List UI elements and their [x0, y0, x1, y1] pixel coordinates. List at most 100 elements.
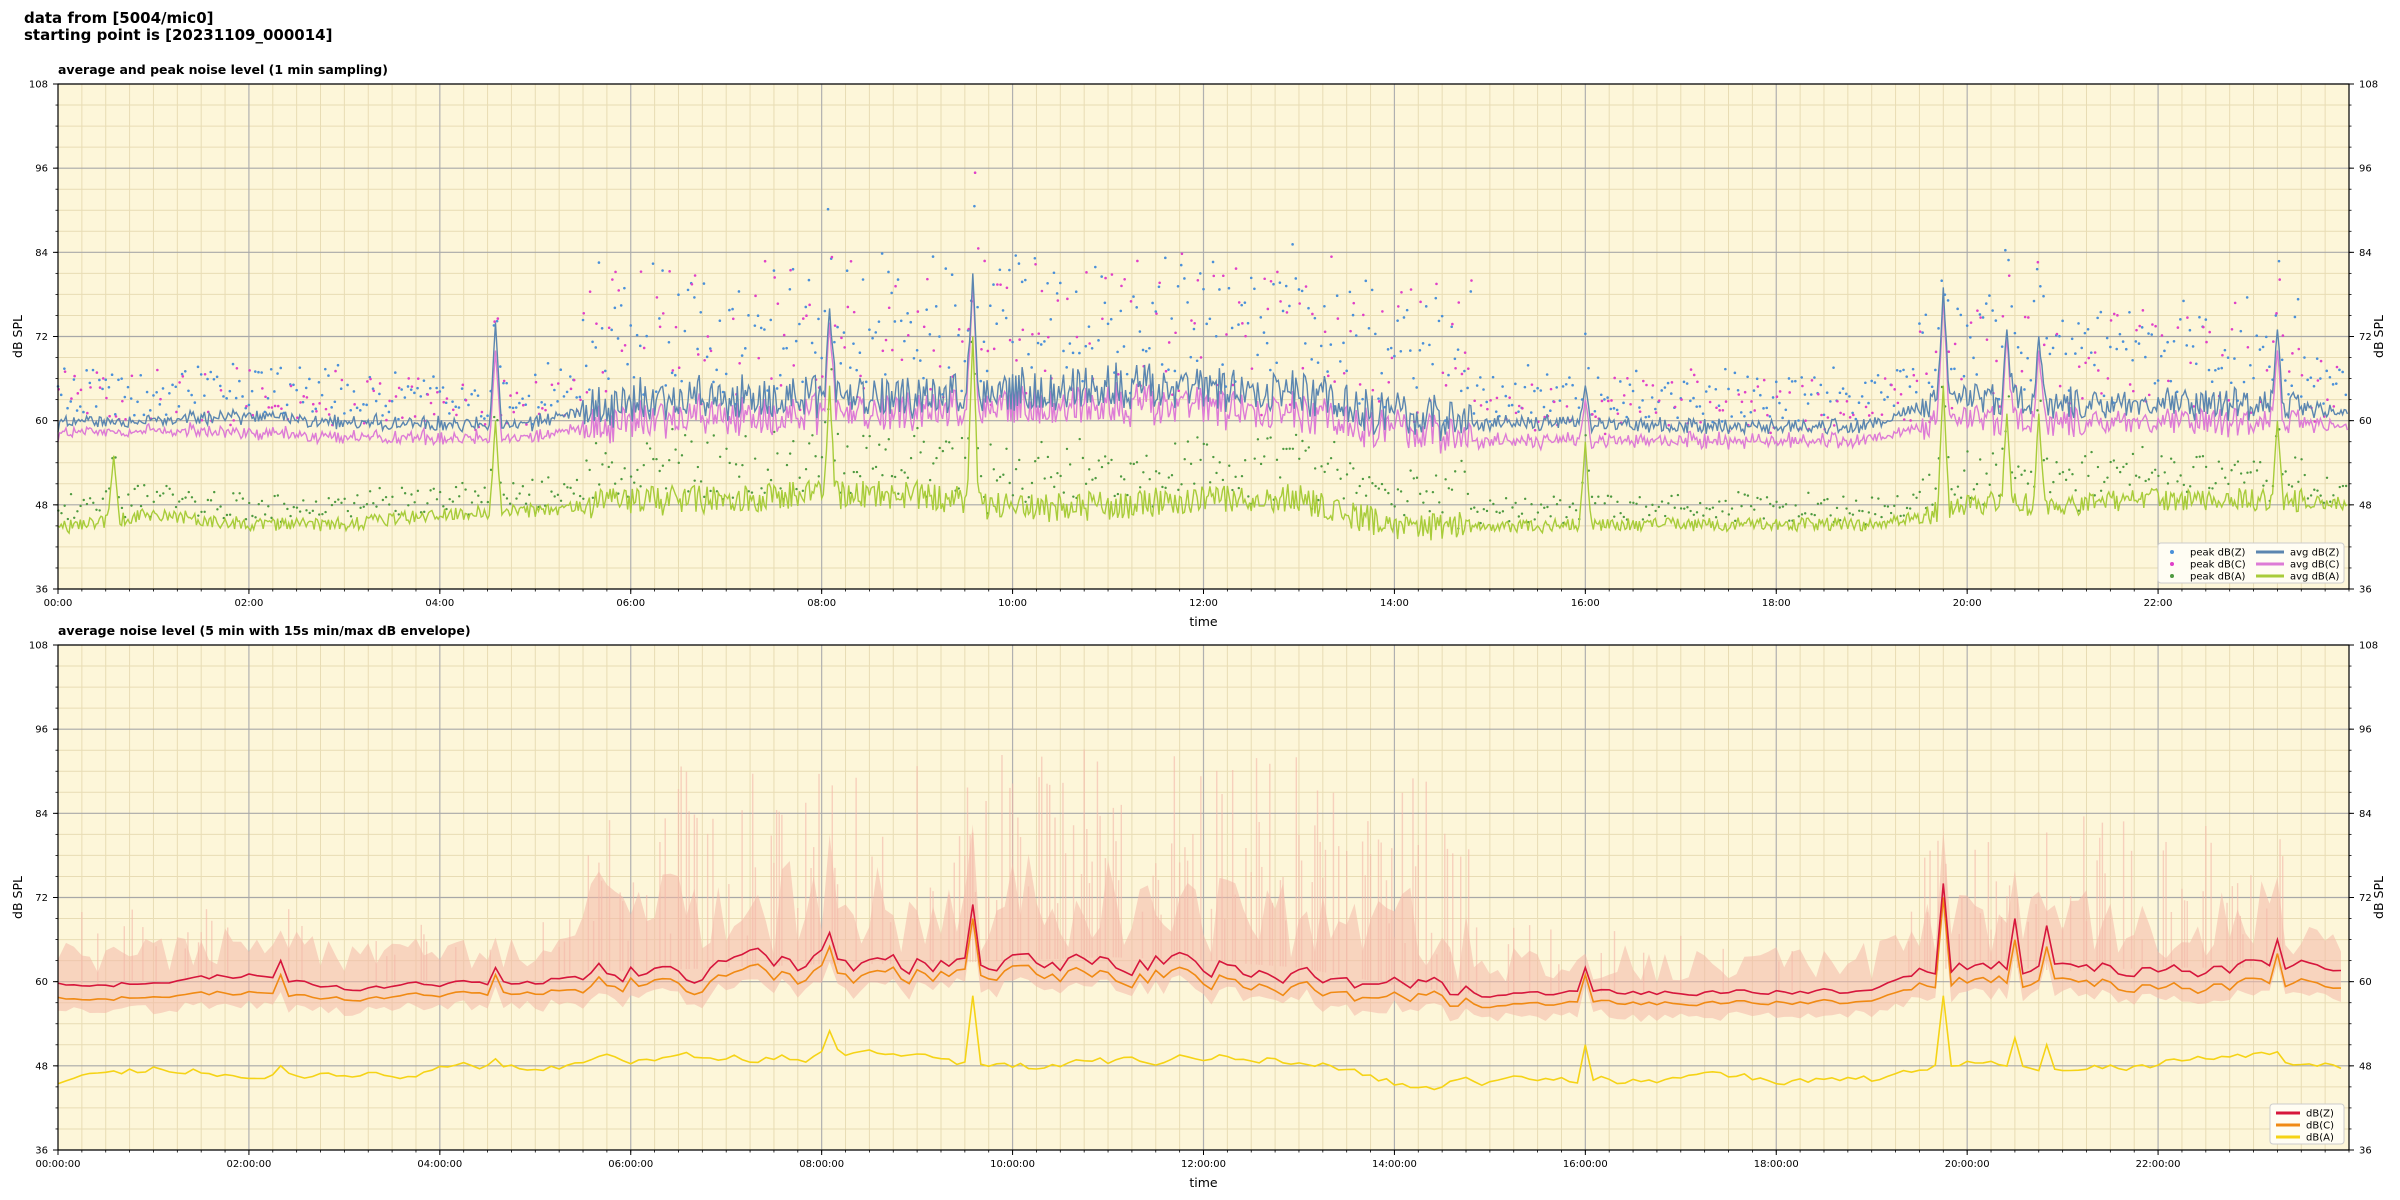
peak-z-point [2334, 382, 2338, 385]
peak-z-point [1895, 368, 1899, 372]
peak-z-point [1628, 383, 1632, 386]
peak-c-point [130, 374, 134, 378]
peak-z-point [2223, 348, 2227, 352]
peak-c-point [579, 398, 582, 402]
peak-c-point [2058, 384, 2062, 388]
peak-c-point [1361, 313, 1365, 317]
peak-z-point [1033, 256, 1037, 260]
peak-a-point [508, 502, 512, 505]
peak-z-point [858, 351, 862, 355]
peak-z-point [864, 380, 868, 384]
peak-a-point [633, 481, 636, 484]
peak-c-point [1743, 390, 1747, 394]
peak-c-point [302, 395, 306, 398]
peak-a-point [143, 484, 146, 487]
peak-a-point [1138, 486, 1142, 489]
peak-c-point [1196, 278, 1200, 282]
peak-a-point [1294, 433, 1298, 437]
peak-z-point [1020, 280, 1024, 284]
peak-c-point [445, 397, 449, 400]
peak-c-point [1667, 423, 1671, 427]
peak-a-point [1488, 499, 1492, 502]
peak-a-point [1473, 506, 1476, 509]
peak-a-point [2119, 470, 2122, 474]
peak-z-point [1822, 413, 1826, 417]
peak-z-point [1183, 277, 1186, 280]
peak-a-point [1536, 511, 1540, 514]
peak-a-point [318, 513, 321, 516]
peak-z-point [893, 320, 897, 323]
peak-a-point [1450, 488, 1454, 491]
peak-z-point [183, 369, 187, 373]
peak-z-point [699, 311, 703, 314]
peak-a-point [1718, 500, 1721, 503]
peak-z-point [2137, 342, 2141, 345]
peak-z-point [2131, 358, 2134, 362]
peak-z-point [1017, 262, 1021, 265]
peak-c-point [2147, 393, 2151, 397]
peak-z-point [1899, 369, 1902, 373]
peak-a-point [235, 499, 238, 502]
peak-c-point [604, 389, 608, 393]
peak-a-point [203, 510, 206, 514]
peak-a-point [2309, 494, 2313, 497]
peak-z-point [568, 375, 572, 378]
peak-z-point [1463, 369, 1466, 373]
peak-z-point [654, 390, 658, 393]
peak-c-point [2084, 361, 2087, 365]
peak-a-point [928, 478, 932, 482]
peak-z-point [989, 304, 992, 308]
peak-z-point [483, 417, 486, 420]
peak-a-point [2071, 473, 2074, 476]
peak-z-point [912, 357, 916, 360]
peak-a-point [2211, 487, 2214, 490]
peak-a-point [85, 502, 89, 506]
peak-z-point [1055, 292, 1059, 295]
peak-z-point [1008, 268, 1011, 272]
peak-a-point [101, 497, 105, 500]
peak-a-point [1915, 496, 1918, 499]
peak-a-point [604, 452, 607, 455]
peak-z-point [1876, 373, 1880, 377]
peak-c-point [327, 413, 331, 416]
peak-z-point [2191, 345, 2195, 348]
peak-a-point [1263, 455, 1266, 458]
peak-c-point [1788, 391, 1791, 394]
peak-a-point [2173, 461, 2176, 464]
peak-z-point [1358, 402, 1361, 405]
peak-a-point [594, 442, 598, 445]
peak-z-point [1599, 393, 1603, 397]
peak-c-point [86, 411, 89, 415]
peak-a-point [1043, 477, 1046, 480]
peak-a-point [2252, 460, 2256, 463]
peak-a-point [181, 497, 184, 501]
peak-c-point [1953, 342, 1957, 346]
peak-a-point [683, 434, 687, 437]
peak-a-point [776, 452, 779, 455]
peak-a-point [1568, 505, 1571, 509]
peak-z-point [358, 409, 362, 412]
peak-z-point [782, 347, 785, 350]
peak-a-point [184, 496, 187, 499]
peak-a-point [1823, 498, 1826, 502]
peak-a-point [2109, 460, 2112, 464]
peak-a-point [1485, 509, 1489, 513]
peak-z-point [1962, 374, 1966, 378]
peak-a-point [2259, 461, 2262, 464]
peak-z-point [123, 395, 127, 399]
peak-z-point [1103, 301, 1107, 305]
peak-c-point [1419, 300, 1422, 304]
peak-a-point [1415, 476, 1419, 479]
peak-z-point [1759, 393, 1762, 397]
peak-c-point [2230, 327, 2234, 331]
peak-z-point [2086, 327, 2090, 331]
peak-z-point [1227, 286, 1231, 290]
peak-z-point [1456, 348, 1460, 351]
peak-a-point [1078, 437, 1081, 441]
peak-a-point [1355, 491, 1358, 495]
peak-c-point [938, 365, 942, 368]
peak-a-point [957, 487, 960, 490]
peak-z-point [849, 366, 852, 369]
peak-a-point [1107, 462, 1110, 465]
peak-z-point [995, 322, 998, 325]
